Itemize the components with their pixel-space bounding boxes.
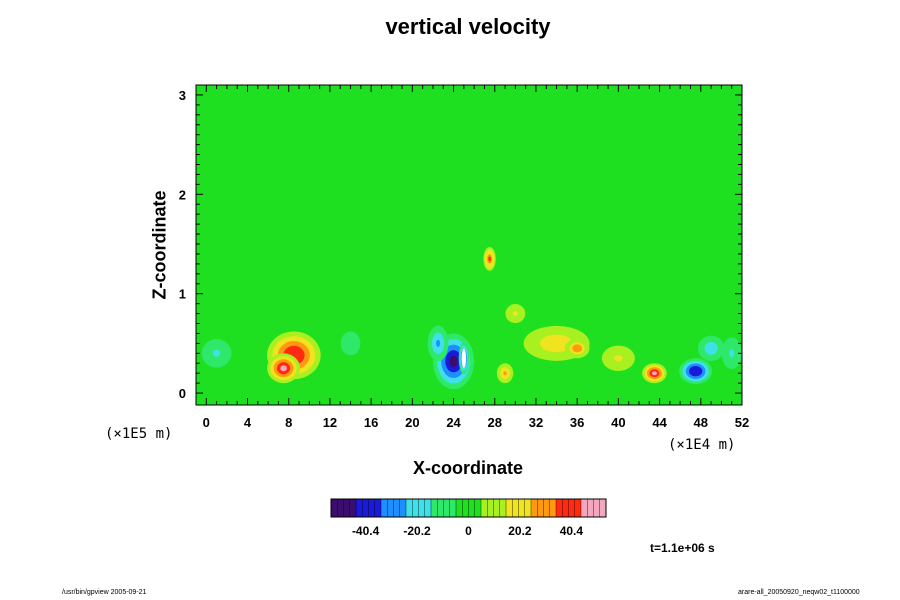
z-axis-label: Z-coordinate	[149, 190, 170, 300]
colorbar-swatch	[331, 499, 338, 517]
colorbar-swatch	[349, 499, 357, 517]
field-feature	[347, 339, 354, 348]
z-axis-unit: (×1E5 m)	[105, 426, 173, 442]
x-axis-label: X-coordinate	[412, 458, 523, 478]
colorbar-tick-label: 20.2	[508, 524, 532, 538]
z-tick-label: 2	[179, 187, 186, 202]
colorbar-swatch	[362, 499, 369, 517]
colorbar-swatch	[456, 499, 463, 517]
field-feature	[449, 355, 458, 367]
colorbar-swatch	[599, 499, 607, 517]
field-feature	[280, 365, 287, 372]
footer-command: /usr/bin/gpview 2005-09-21	[62, 589, 147, 596]
time-label: t=1.1e+06 s	[650, 541, 715, 555]
heatmap-field	[196, 85, 742, 405]
x-tick-label: 0	[203, 415, 210, 430]
x-tick-label: 32	[529, 415, 543, 430]
colorbar-swatch	[493, 499, 501, 517]
x-tick-label: 8	[285, 415, 292, 430]
colorbar-swatch	[449, 499, 457, 517]
colorbar-swatch	[368, 499, 376, 517]
x-tick-label: 20	[405, 415, 419, 430]
colorbar-swatch	[581, 499, 588, 517]
colorbar-swatch	[443, 499, 451, 517]
x-tick-label: 44	[652, 415, 667, 430]
colorbar-swatch	[537, 499, 544, 517]
x-tick-label: 12	[323, 415, 337, 430]
x-tick-label: 4	[244, 415, 252, 430]
colorbar-swatch	[387, 499, 394, 517]
field-feature	[436, 339, 441, 347]
field-feature	[707, 345, 715, 352]
colorbar-swatch	[399, 499, 407, 517]
colorbar-swatch	[499, 499, 507, 517]
colorbar-swatch	[562, 499, 569, 517]
colorbar-tick-label: -20.2	[403, 524, 431, 538]
colorbar-swatch	[431, 499, 438, 517]
field-feature	[212, 349, 221, 357]
colorbar-swatch	[437, 499, 444, 517]
field-feature	[614, 355, 623, 362]
x-tick-label: 36	[570, 415, 584, 430]
field-feature	[729, 349, 735, 358]
colorbar-swatch	[474, 499, 482, 517]
field-feature	[574, 346, 580, 351]
z-tick-label: 3	[179, 88, 186, 103]
colorbar-swatch	[487, 499, 494, 517]
field-feature	[548, 339, 565, 348]
x-tick-label: 16	[364, 415, 378, 430]
field-feature	[692, 368, 699, 374]
x-axis-unit: (×1E4 m)	[668, 437, 736, 453]
colorbar-swatch	[481, 499, 488, 517]
colorbar-swatch	[518, 499, 526, 517]
colorbar-swatch	[543, 499, 551, 517]
colorbar-swatch	[593, 499, 601, 517]
colorbar-swatch	[381, 499, 388, 517]
x-tick-label: 40	[611, 415, 625, 430]
colorbar-swatch	[549, 499, 557, 517]
x-tick-label: 48	[694, 415, 708, 430]
colorbar-swatch	[337, 499, 344, 517]
colorbar-swatch	[374, 499, 382, 517]
colorbar-swatch	[406, 499, 413, 517]
footer-file: arare-all_20050920_neqw02_t1100000	[738, 589, 860, 596]
colorbar-tick-label: -40.4	[352, 524, 380, 538]
colorbar-swatch	[524, 499, 532, 517]
field-feature	[488, 256, 491, 262]
colorbar-swatch	[506, 499, 513, 517]
colorbar-frame	[330, 498, 607, 518]
field-feature	[512, 311, 518, 316]
field-feature	[651, 371, 657, 376]
x-tick-label: 24	[446, 415, 461, 430]
colorbar-swatch	[462, 499, 469, 517]
field-out-of-range	[461, 348, 467, 368]
x-tick-label: 28	[488, 415, 502, 430]
colorbar-swatch	[412, 499, 419, 517]
colorbar-swatch	[343, 499, 351, 517]
z-tick-label: 1	[179, 287, 186, 302]
chart-title: vertical velocity	[385, 14, 551, 39]
colorbar-swatch	[424, 499, 432, 517]
colorbar-swatch	[568, 499, 576, 517]
plot-frame	[195, 84, 743, 406]
colorbar-tick-label: 0	[465, 524, 472, 538]
x-tick-label: 52	[735, 415, 749, 430]
colorbar-swatch	[418, 499, 426, 517]
colorbar-swatch	[574, 499, 582, 517]
colorbar-swatch	[468, 499, 476, 517]
colorbar-swatch	[393, 499, 401, 517]
colorbar-swatch	[587, 499, 594, 517]
colorbar-swatch	[531, 499, 538, 517]
colorbar-tick-label: 40.4	[560, 524, 584, 538]
colorbar-swatch	[512, 499, 519, 517]
z-tick-label: 0	[179, 386, 186, 401]
colorbar-swatch	[556, 499, 563, 517]
colorbar-swatch	[356, 499, 363, 517]
field-feature	[503, 371, 507, 376]
